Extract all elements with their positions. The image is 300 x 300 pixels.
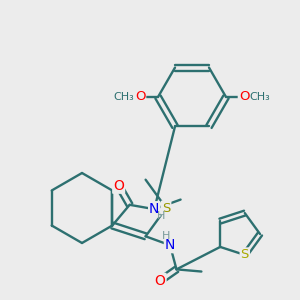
Text: O: O xyxy=(113,179,124,193)
Text: S: S xyxy=(162,202,170,214)
Text: O: O xyxy=(155,274,166,288)
Text: O: O xyxy=(135,91,145,103)
Text: N: N xyxy=(165,238,175,252)
Text: H: H xyxy=(157,211,166,221)
Text: S: S xyxy=(241,248,249,261)
Text: CH₃: CH₃ xyxy=(114,92,134,102)
Text: O: O xyxy=(239,91,249,103)
Text: N: N xyxy=(149,202,160,216)
Text: H: H xyxy=(162,231,170,241)
Text: CH₃: CH₃ xyxy=(250,92,270,102)
